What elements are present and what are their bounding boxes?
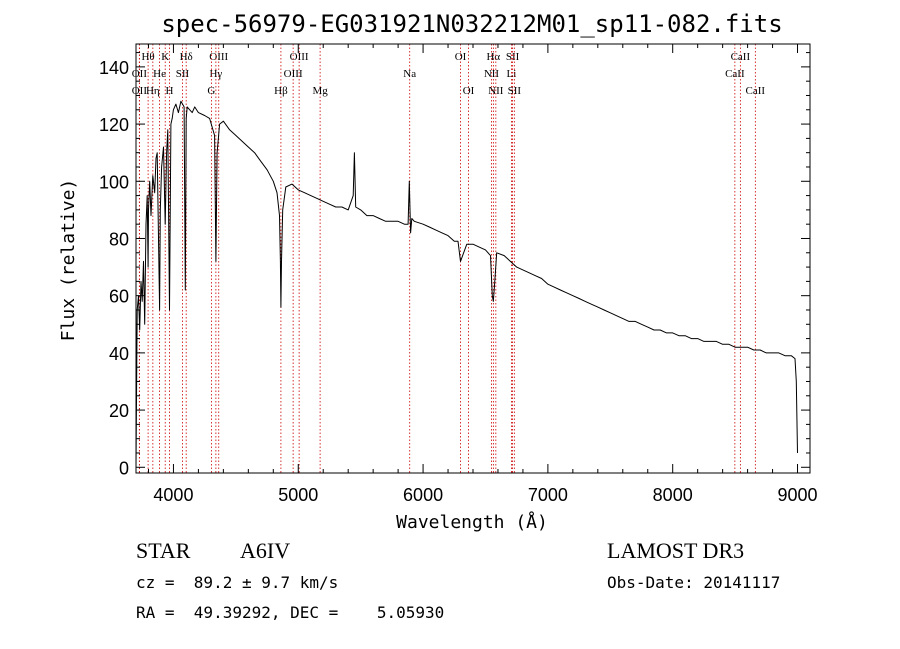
line-marker-label: G	[207, 85, 215, 97]
object-class: STAR	[136, 538, 191, 563]
line-marker-label: SII	[176, 68, 190, 80]
x-axis-label: Wavelength (Å)	[396, 511, 548, 533]
line-marker-label: NII	[488, 85, 504, 97]
x-tick-label: 9000	[777, 485, 817, 505]
line-marker-label: K	[161, 51, 169, 63]
x-tick-label: 7000	[528, 485, 568, 505]
line-marker-label: Hβ	[274, 85, 288, 97]
line-marker-label: CaII	[725, 68, 745, 80]
y-tick-label: 140	[99, 58, 129, 78]
y-tick-label: 120	[99, 115, 129, 135]
line-marker-label: Hδ	[180, 51, 193, 63]
spectrum-line	[135, 100, 798, 468]
y-tick-label: 60	[109, 287, 129, 307]
line-marker-label: H	[165, 85, 173, 97]
chart-title: spec-56979-EG031921N032212M01_sp11-082.f…	[161, 10, 782, 38]
y-tick-label: 80	[109, 229, 129, 249]
survey-name: LAMOST DR3	[607, 538, 745, 563]
obs-date: Obs-Date: 20141117	[607, 573, 781, 592]
line-marker-label: Hη	[146, 85, 160, 97]
line-marker-label: OIII	[284, 68, 303, 80]
line-marker-label: OIII	[209, 51, 228, 63]
x-tick-label: 6000	[403, 485, 443, 505]
line-marker-label: CaII	[731, 51, 751, 63]
line-marker-label: OI	[463, 85, 475, 97]
line-marker-label: Li	[507, 68, 517, 80]
spectral-subclass: A6IV	[240, 538, 291, 563]
x-tick-label: 8000	[653, 485, 693, 505]
y-tick-label: 0	[119, 458, 129, 478]
line-marker-label: SII	[506, 51, 520, 63]
y-axis-label: Flux (relative)	[58, 179, 79, 342]
y-tick-label: 20	[109, 401, 129, 421]
line-marker-label: SII	[508, 85, 522, 97]
coordinates: RA = 49.39292, DEC = 5.05930	[136, 603, 445, 622]
line-marker-label: Na	[403, 68, 416, 80]
line-marker-label: NII	[484, 68, 500, 80]
line-marker-label: OIII	[290, 51, 309, 63]
x-tick-label: 4000	[153, 485, 193, 505]
line-marker-label: OI	[455, 51, 467, 63]
line-marker-label: Mg	[312, 85, 328, 97]
plot-frame	[135, 43, 811, 474]
line-marker-label: Hα	[486, 51, 500, 63]
line-marker-label: Hγ	[209, 68, 222, 80]
redshift-readout: cz = 89.2 ± 9.7 km/s	[136, 573, 339, 592]
x-tick-label: 5000	[278, 485, 318, 505]
y-tick-label: 40	[109, 344, 129, 364]
line-marker-label: CaII	[746, 85, 766, 97]
y-tick-label: 100	[99, 172, 129, 192]
line-marker-label: He	[153, 68, 166, 80]
line-marker-label: Hθ	[141, 51, 154, 63]
